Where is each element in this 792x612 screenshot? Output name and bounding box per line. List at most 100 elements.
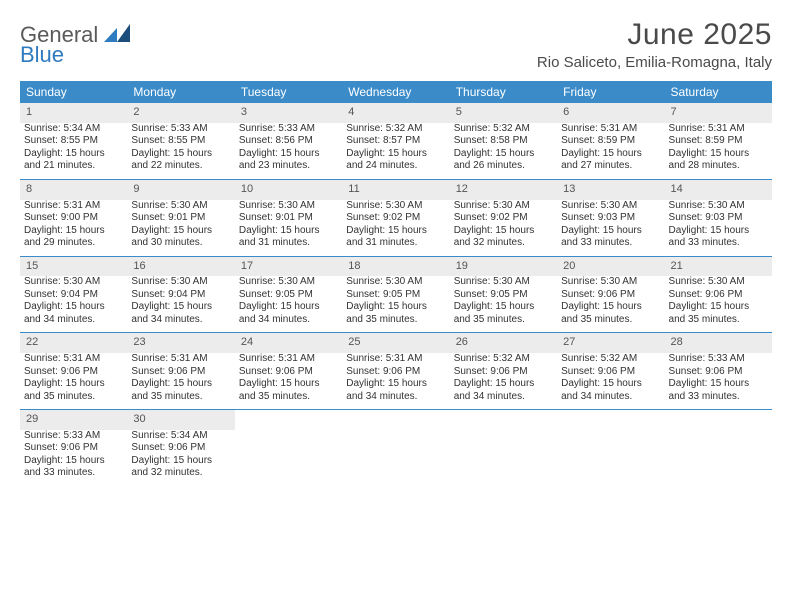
day-cell: Sunrise: 5:31 AMSunset: 9:06 PMDaylight:…: [127, 353, 234, 410]
sunrise-line: Sunrise: 5:30 AM: [239, 276, 338, 289]
day-number-cell: 3: [235, 103, 342, 123]
day-number-cell: 22: [20, 333, 127, 353]
daylight-line: Daylight: 15 hours and 35 minutes.: [561, 301, 660, 326]
sunrise-line: Sunrise: 5:31 AM: [24, 200, 123, 213]
day-header-row: Sunday Monday Tuesday Wednesday Thursday…: [20, 81, 772, 103]
day-number-cell: 15: [20, 256, 127, 276]
day-header: Wednesday: [342, 81, 449, 103]
daylight-line: Daylight: 15 hours and 33 minutes.: [669, 225, 768, 250]
daylight-line: Daylight: 15 hours and 31 minutes.: [346, 225, 445, 250]
sunrise-line: Sunrise: 5:32 AM: [346, 123, 445, 136]
daylight-line: Daylight: 15 hours and 23 minutes.: [239, 148, 338, 173]
page-header: General Blue June 2025 Rio Saliceto, Emi…: [20, 18, 772, 71]
daylight-line: Daylight: 15 hours and 28 minutes.: [669, 148, 768, 173]
daylight-line: Daylight: 15 hours and 32 minutes.: [454, 225, 553, 250]
daylight-line: Daylight: 15 hours and 34 minutes.: [131, 301, 230, 326]
day-cell: Sunrise: 5:30 AMSunset: 9:04 PMDaylight:…: [127, 276, 234, 333]
day-number-cell: 29: [20, 410, 127, 430]
sunrise-line: Sunrise: 5:30 AM: [669, 276, 768, 289]
day-number-row: 2930: [20, 410, 772, 430]
day-number-row: 891011121314: [20, 179, 772, 199]
day-number-row: 1234567: [20, 103, 772, 123]
sunrise-line: Sunrise: 5:30 AM: [239, 200, 338, 213]
sunrise-line: Sunrise: 5:32 AM: [454, 353, 553, 366]
sunset-line: Sunset: 8:57 PM: [346, 135, 445, 148]
day-cell: Sunrise: 5:30 AMSunset: 9:05 PMDaylight:…: [235, 276, 342, 333]
sunrise-line: Sunrise: 5:30 AM: [346, 276, 445, 289]
day-cell: [342, 430, 449, 486]
sunset-line: Sunset: 9:06 PM: [669, 289, 768, 302]
sunset-line: Sunset: 8:59 PM: [561, 135, 660, 148]
day-number-row: 15161718192021: [20, 256, 772, 276]
day-number-cell: [450, 410, 557, 430]
day-number-cell: 2: [127, 103, 234, 123]
day-number-cell: 1: [20, 103, 127, 123]
sunset-line: Sunset: 9:05 PM: [239, 289, 338, 302]
day-number-cell: 6: [557, 103, 664, 123]
daylight-line: Daylight: 15 hours and 24 minutes.: [346, 148, 445, 173]
day-number-cell: [342, 410, 449, 430]
day-number-cell: 19: [450, 256, 557, 276]
day-number-cell: 12: [450, 179, 557, 199]
daylight-line: Daylight: 15 hours and 21 minutes.: [24, 148, 123, 173]
brand-text: General Blue: [20, 24, 130, 65]
day-cell: Sunrise: 5:31 AMSunset: 9:00 PMDaylight:…: [20, 200, 127, 257]
daylight-line: Daylight: 15 hours and 35 minutes.: [131, 378, 230, 403]
sunrise-line: Sunrise: 5:30 AM: [561, 200, 660, 213]
day-cell: Sunrise: 5:33 AMSunset: 8:55 PMDaylight:…: [127, 123, 234, 180]
day-number-cell: 26: [450, 333, 557, 353]
day-number-cell: 17: [235, 256, 342, 276]
daylight-line: Daylight: 15 hours and 29 minutes.: [24, 225, 123, 250]
day-number-cell: 21: [665, 256, 772, 276]
week-row: Sunrise: 5:31 AMSunset: 9:06 PMDaylight:…: [20, 353, 772, 410]
sunset-line: Sunset: 9:01 PM: [239, 212, 338, 225]
day-number-cell: 7: [665, 103, 772, 123]
sunset-line: Sunset: 9:06 PM: [131, 366, 230, 379]
day-number-cell: 9: [127, 179, 234, 199]
day-cell: Sunrise: 5:30 AMSunset: 9:06 PMDaylight:…: [557, 276, 664, 333]
day-cell: [557, 430, 664, 486]
sunset-line: Sunset: 8:58 PM: [454, 135, 553, 148]
daylight-line: Daylight: 15 hours and 34 minutes.: [454, 378, 553, 403]
day-cell: Sunrise: 5:31 AMSunset: 8:59 PMDaylight:…: [557, 123, 664, 180]
daylight-line: Daylight: 15 hours and 30 minutes.: [131, 225, 230, 250]
sunset-line: Sunset: 9:04 PM: [24, 289, 123, 302]
day-cell: Sunrise: 5:34 AMSunset: 9:06 PMDaylight:…: [127, 430, 234, 486]
daylight-line: Daylight: 15 hours and 34 minutes.: [346, 378, 445, 403]
daylight-line: Daylight: 15 hours and 33 minutes.: [669, 378, 768, 403]
daylight-line: Daylight: 15 hours and 33 minutes.: [561, 225, 660, 250]
day-cell: Sunrise: 5:30 AMSunset: 9:01 PMDaylight:…: [127, 200, 234, 257]
daylight-line: Daylight: 15 hours and 34 minutes.: [561, 378, 660, 403]
sunset-line: Sunset: 9:03 PM: [561, 212, 660, 225]
day-header: Sunday: [20, 81, 127, 103]
day-header: Monday: [127, 81, 234, 103]
day-cell: Sunrise: 5:32 AMSunset: 8:58 PMDaylight:…: [450, 123, 557, 180]
sunset-line: Sunset: 9:03 PM: [669, 212, 768, 225]
sunrise-line: Sunrise: 5:30 AM: [561, 276, 660, 289]
daylight-line: Daylight: 15 hours and 27 minutes.: [561, 148, 660, 173]
sunrise-line: Sunrise: 5:31 AM: [561, 123, 660, 136]
day-number-cell: 23: [127, 333, 234, 353]
day-cell: Sunrise: 5:34 AMSunset: 8:55 PMDaylight:…: [20, 123, 127, 180]
calendar-table: Sunday Monday Tuesday Wednesday Thursday…: [20, 81, 772, 486]
sunrise-line: Sunrise: 5:33 AM: [131, 123, 230, 136]
day-number-cell: 20: [557, 256, 664, 276]
sunset-line: Sunset: 8:59 PM: [669, 135, 768, 148]
day-cell: Sunrise: 5:30 AMSunset: 9:05 PMDaylight:…: [342, 276, 449, 333]
day-cell: Sunrise: 5:32 AMSunset: 8:57 PMDaylight:…: [342, 123, 449, 180]
day-header: Saturday: [665, 81, 772, 103]
daylight-line: Daylight: 15 hours and 33 minutes.: [24, 455, 123, 480]
day-cell: Sunrise: 5:30 AMSunset: 9:03 PMDaylight:…: [665, 200, 772, 257]
brand-mark-icon: [104, 24, 130, 42]
sunrise-line: Sunrise: 5:33 AM: [669, 353, 768, 366]
day-cell: Sunrise: 5:30 AMSunset: 9:05 PMDaylight:…: [450, 276, 557, 333]
day-number-cell: [665, 410, 772, 430]
day-number-row: 22232425262728: [20, 333, 772, 353]
daylight-line: Daylight: 15 hours and 35 minutes.: [454, 301, 553, 326]
day-number-cell: [557, 410, 664, 430]
sunrise-line: Sunrise: 5:30 AM: [131, 200, 230, 213]
day-number-cell: [235, 410, 342, 430]
day-cell: [450, 430, 557, 486]
sunset-line: Sunset: 8:55 PM: [131, 135, 230, 148]
sunrise-line: Sunrise: 5:30 AM: [131, 276, 230, 289]
